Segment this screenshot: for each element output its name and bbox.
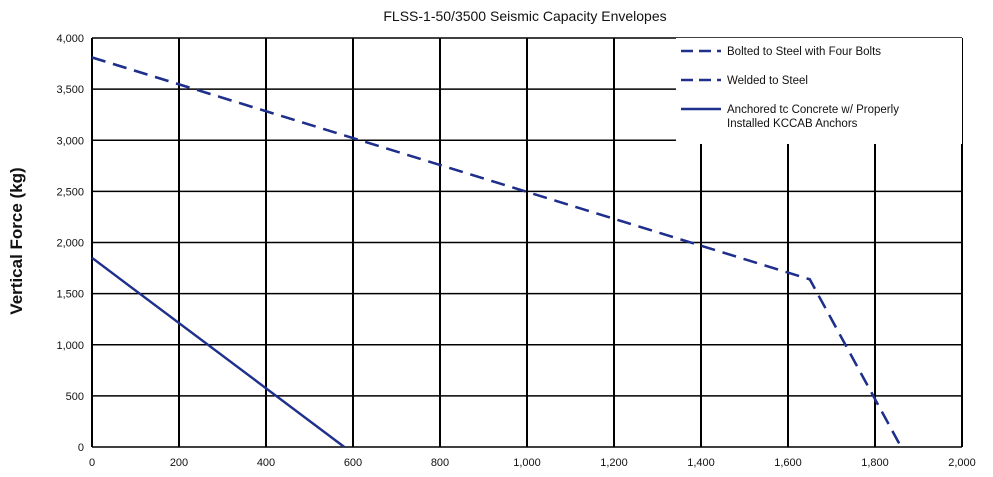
legend-label-2: Welded to Steel xyxy=(727,75,808,87)
x-tick-label: 600 xyxy=(344,457,362,469)
legend-label-1: Bolted to Steel with Four Bolts xyxy=(727,46,881,58)
series-line-3 xyxy=(91,256,346,448)
y-tick-label: 2,000 xyxy=(56,238,84,250)
x-axis-ticks: 0 200 400 600 800 1,000 1,200 1,400 1,600 1,800 2,… xyxy=(89,457,976,469)
y-tick-label: 500 xyxy=(66,391,84,403)
x-tick-label: 2,000 xyxy=(948,457,976,469)
y-tick-label: 0 xyxy=(78,442,84,454)
y-tick-label: 2,500 xyxy=(56,186,84,198)
y-tick-label: 3,000 xyxy=(56,135,84,147)
chart-title: FLSS-1-50/3500 Seismic Capacity Envelope… xyxy=(383,8,666,24)
x-tick-label: 1,200 xyxy=(600,457,628,469)
y-tick-label: 1,500 xyxy=(56,289,84,301)
series-lines xyxy=(91,56,903,448)
x-tick-label: 800 xyxy=(431,457,449,469)
x-tick-label: 1,800 xyxy=(861,457,889,469)
x-tick-label: 1,400 xyxy=(687,457,715,469)
x-tick-label: 1,600 xyxy=(774,457,802,469)
x-tick-label: 0 xyxy=(89,457,95,469)
x-tick-label: 200 xyxy=(170,457,188,469)
y-axis-label: Vertical Force (kg) xyxy=(7,167,26,314)
legend-box xyxy=(676,38,962,144)
x-tick-label: 400 xyxy=(257,457,275,469)
legend-label-3: Installed KCCAB Anchors xyxy=(727,118,858,130)
y-axis-ticks: 0 500 1,000 1,500 2,000 2,500 3,000 3,500 4,000 xyxy=(56,33,84,454)
legend: Bolted to Steel with Four Bolts Welded to… xyxy=(676,38,962,144)
legend-label-3: Anchored tc Concrete w/ Properly xyxy=(727,104,899,116)
series-line-2 xyxy=(91,56,903,448)
y-tick-label: 1,000 xyxy=(56,340,84,352)
x-tick-label: 1,000 xyxy=(513,457,541,469)
y-tick-label: 4,000 xyxy=(56,33,84,45)
y-tick-label: 3,500 xyxy=(56,84,84,96)
